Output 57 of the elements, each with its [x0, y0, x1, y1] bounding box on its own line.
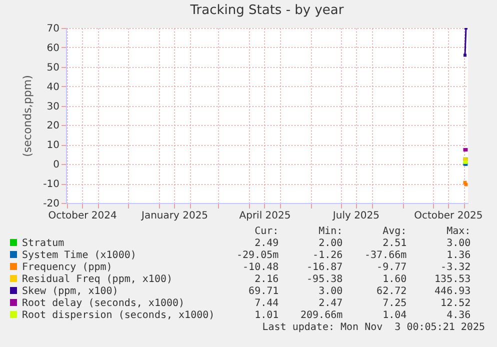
y-tick-label: 30 [46, 101, 60, 112]
y-tick-label: 20 [46, 120, 60, 132]
text: 7.25 [382, 298, 407, 310]
text: -16.87 [306, 262, 343, 274]
legend-label: Root delay (seconds, x1000) [21, 298, 186, 310]
text: 69.71 [248, 286, 279, 298]
text: 446.93 [434, 286, 471, 298]
legend-label: System Time (x1000) [21, 250, 138, 262]
text: Min: [318, 226, 343, 238]
y-tick-label: 50 [46, 62, 60, 74]
text: 209.66m [300, 310, 343, 322]
text: 12.52 [440, 298, 471, 310]
x-tick-label: October 2024 [48, 210, 117, 222]
text: 7.44 [254, 298, 279, 310]
text: -37.66m [364, 250, 407, 262]
x-tick-label: July 2025 [332, 210, 380, 222]
text: 2.47 [318, 298, 343, 310]
text: 2.49 [254, 238, 279, 250]
y-tick-label: 40 [46, 82, 60, 93]
x-tick-label: January 2025 [140, 210, 208, 222]
text: -3.32 [440, 262, 471, 274]
text: 1.36 [446, 250, 471, 262]
legend-label: Skew (ppm, x100) [21, 286, 120, 298]
y-tick-label: 60 [46, 42, 60, 54]
text: 1.01 [254, 310, 279, 322]
text: -9.77 [376, 262, 407, 274]
legend-label: Residual Freq (ppm, x100) [21, 274, 174, 286]
text: Cur: [254, 226, 279, 238]
y-axis-title: (seconds,ppm) [21, 75, 34, 157]
legend-label: Stratum [21, 238, 66, 250]
y-tick-label: -20 [43, 198, 60, 210]
text: -10.48 [242, 262, 279, 274]
x-tick-label: April 2025 [239, 210, 291, 222]
text: 2.51 [382, 238, 407, 250]
text: 62.72 [376, 286, 407, 298]
legend-label: Root dispersion (seconds, x1000) [21, 310, 215, 322]
chart-title: Tracking Stats - by year [189, 3, 344, 18]
text: Last update: Mon Nov 3 00:05:21 2025 [262, 322, 485, 333]
y-tick-label: 10 [46, 140, 60, 152]
text: -95.38 [306, 274, 343, 286]
y-tick-label: 70 [46, 24, 60, 34]
text: 1.04 [382, 310, 407, 322]
text: Max: [446, 226, 471, 238]
text: 3.00 [318, 286, 343, 298]
text: -1.26 [312, 250, 343, 262]
text: 2.00 [318, 238, 343, 250]
text: 1.60 [382, 274, 407, 286]
legend-label: Frequency (ppm) [21, 262, 114, 274]
x-tick-label: October 2025 [414, 210, 483, 222]
text: Avg: [382, 226, 407, 238]
y-tick-label: 0 [53, 160, 60, 171]
text: -29.05m [236, 250, 279, 262]
text: 2.16 [254, 274, 279, 286]
y-tick-label: -10 [43, 179, 60, 190]
text: 4.36 [446, 310, 471, 322]
text: 3.00 [446, 238, 471, 250]
text: 135.53 [434, 274, 471, 286]
